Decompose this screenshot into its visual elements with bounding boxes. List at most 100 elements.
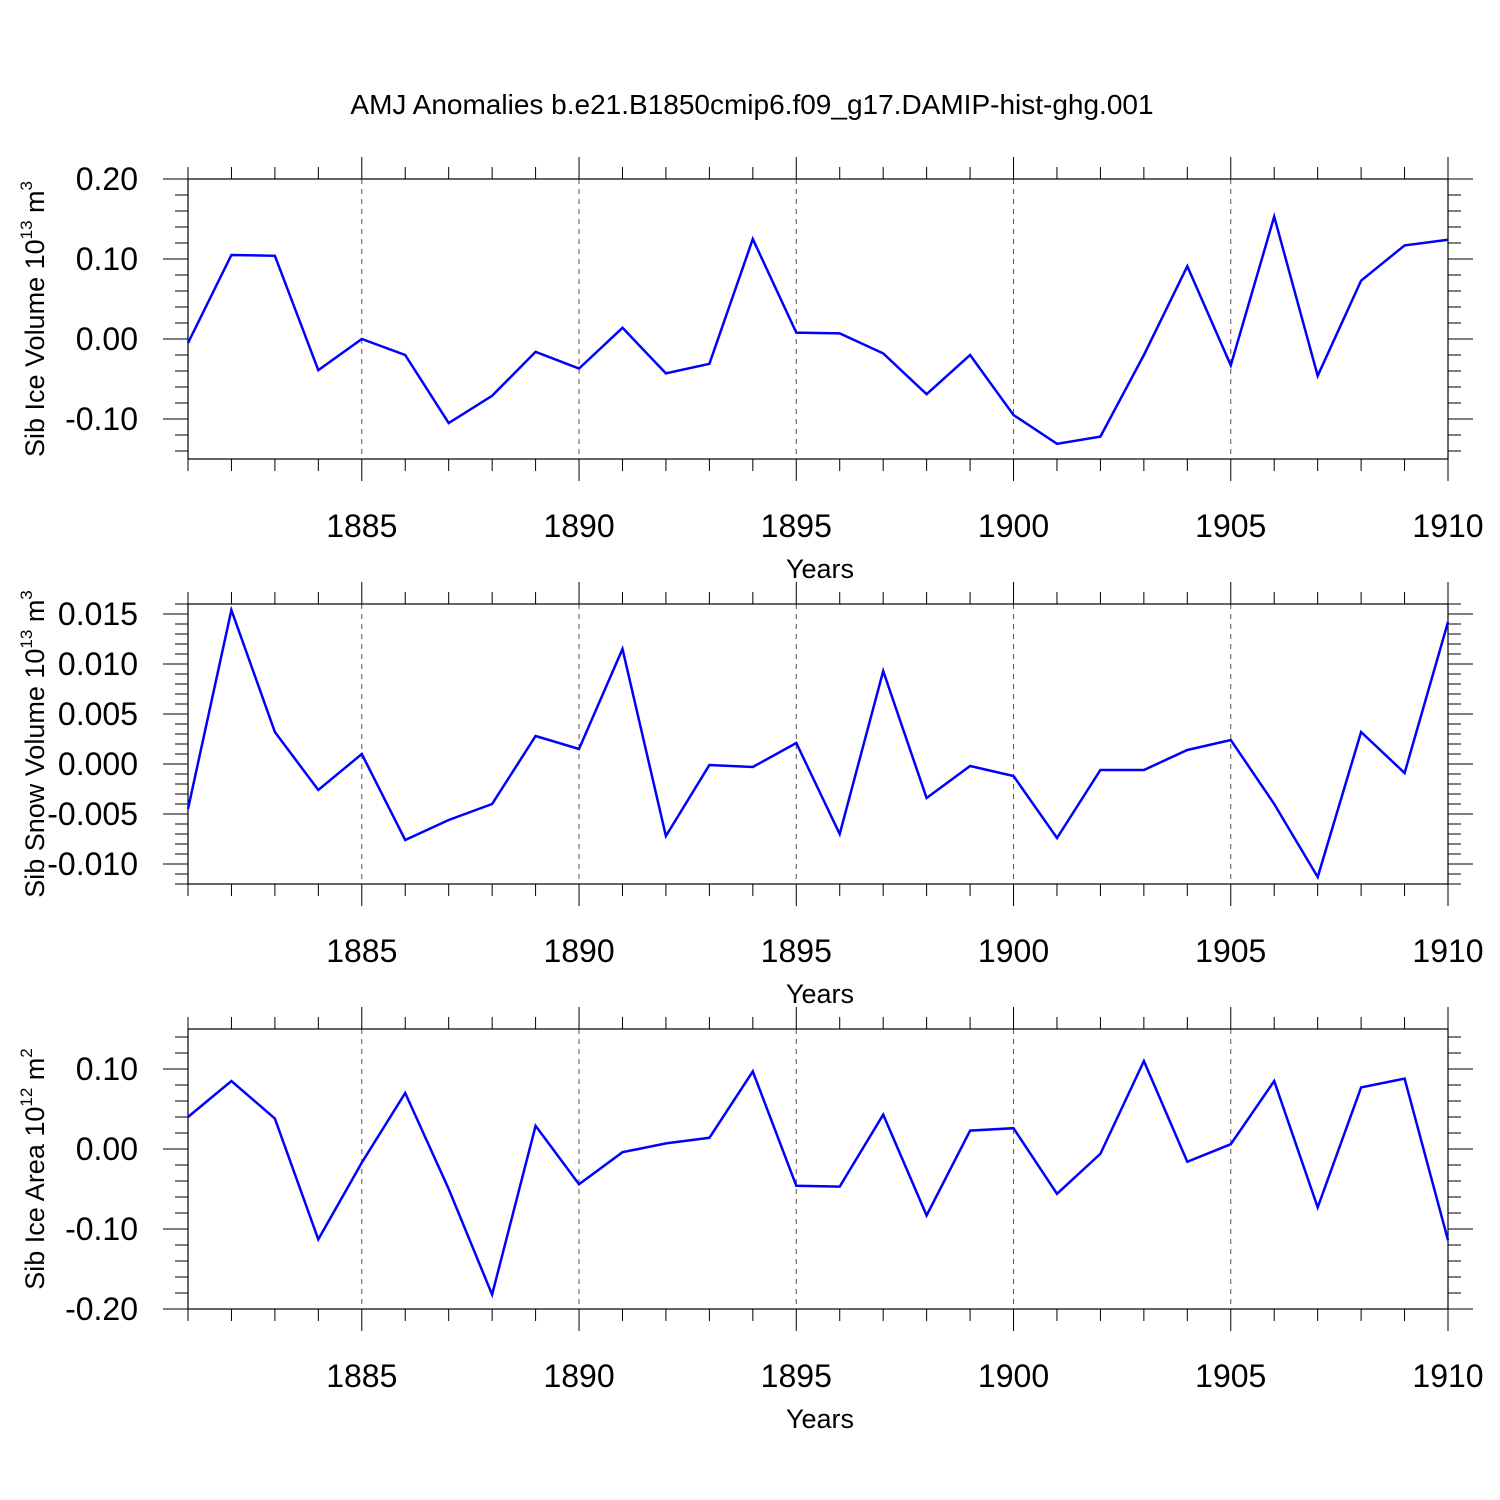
data-point-1905 [1229,363,1233,367]
data-point-1898 [925,392,929,396]
data-point-1897 [881,351,885,355]
y-tick-label: -0.10 [65,401,138,437]
data-point-1885 [360,1161,364,1165]
data-point-1887 [447,421,451,425]
x-tick-label: 1910 [1412,933,1483,969]
data-point-1900 [1012,1126,1016,1130]
data-point-1909 [1403,771,1407,775]
data-point-1884 [316,368,320,372]
plot-frame [187,603,1449,885]
y-tick-label: 0.10 [76,241,138,277]
series-line [186,212,1449,446]
figure-title: AMJ Anomalies b.e21.B1850cmip6.f09_g17.D… [350,89,1153,120]
data-point-1891 [620,647,624,651]
data-point-1888 [490,1293,494,1297]
x-tick-label: 1895 [761,508,832,544]
x-tick-label: 1885 [326,508,397,544]
data-point-1889 [534,734,538,738]
data-point-1882 [229,608,233,612]
y-tick-label: 0.00 [76,321,138,357]
data-point-1907 [1316,875,1320,879]
data-point-1894 [751,765,755,769]
data-point-1884 [316,1237,320,1241]
y-tick-label: 0.10 [76,1051,138,1087]
data-point-1893 [707,1136,711,1140]
y-tick-label: 0.00 [76,1131,138,1167]
data-point-1885 [360,752,364,756]
data-point-1909 [1403,243,1407,247]
chart-panel-1: -0.10 0.00 0.10 0.20 1885 1890 1895 1900 1905 191… [17,157,1484,584]
y-tick-label: -0.20 [65,1291,138,1327]
data-point-1886 [403,1091,407,1095]
data-point-1881 [186,341,190,345]
data-point-1889 [534,1124,538,1128]
data-point-1896 [838,1185,842,1189]
y-tick-label: -0.005 [47,796,138,832]
x-tick-label: 1905 [1195,933,1266,969]
data-point-1906 [1272,802,1276,806]
plot-frame [187,1028,1449,1310]
x-tick-label: 1885 [326,1358,397,1394]
data-point-1908 [1359,1085,1363,1089]
x-tick-label: 1910 [1412,508,1483,544]
data-point-1897 [881,669,885,673]
x-tick-label: 1900 [978,933,1049,969]
x-tick-label: 1910 [1412,1358,1483,1394]
data-point-1888 [490,394,494,398]
data-point-1900 [1012,413,1016,417]
x-tick-label: 1890 [543,508,614,544]
y-tick-label: 0.20 [76,161,138,197]
x-tick-label: 1905 [1195,1358,1266,1394]
data-point-1885 [360,337,364,341]
panels: -0.10 0.00 0.10 0.20 1885 1890 1895 1900 1905 191… [17,157,1484,1434]
x-tick-label: 1900 [978,1358,1049,1394]
x-tick-label: 1890 [543,1358,614,1394]
x-tick-label: 1895 [761,933,832,969]
data-point-1903 [1142,353,1146,357]
series-line [186,605,1450,881]
y-axis-label: Sib Snow Volume 1013 m3 [17,590,50,898]
data-point-1896 [838,331,842,335]
data-point-1908 [1359,730,1363,734]
data-point-1894 [751,237,755,241]
data-point-1881 [186,1115,190,1119]
data-point-1892 [664,834,668,838]
data-point-1882 [229,253,233,257]
data-point-1904 [1185,264,1189,268]
data-point-1904 [1185,1160,1189,1164]
series-line [187,1057,1450,1299]
data-point-1901 [1055,442,1059,446]
data-point-1905 [1229,1142,1233,1146]
data-point-1903 [1142,768,1146,772]
data-point-1904 [1185,748,1189,752]
data-point-1883 [273,254,277,258]
data-point-1899 [968,764,972,768]
x-axis-label: Years [786,979,854,1009]
data-point-1886 [403,838,407,842]
x-axis-label: Years [786,554,854,584]
data-point-1908 [1359,279,1363,283]
data-point-1896 [838,832,842,836]
data-point-1902 [1098,768,1102,772]
data-point-1910 [1446,238,1450,242]
data-point-1895 [794,331,798,335]
data-point-1890 [577,367,581,371]
x-tick-label: 1890 [543,933,614,969]
chart-panel-3: -0.20 -0.10 0.00 0.10 1885 1890 1895 1900 1905 19… [17,1007,1484,1434]
data-point-1888 [490,802,494,806]
data-point-1900 [1012,774,1016,778]
data-point-1902 [1098,435,1102,439]
x-tick-label: 1905 [1195,508,1266,544]
data-point-1898 [925,1213,929,1217]
y-tick-label: -0.10 [65,1211,138,1247]
data-point-1887 [447,1187,451,1191]
data-point-1882 [229,1079,233,1083]
data-point-1890 [577,1182,581,1186]
data-point-1909 [1403,1077,1407,1081]
data-point-1883 [273,1117,277,1121]
data-point-1902 [1098,1152,1102,1156]
data-point-1893 [707,362,711,366]
y-tick-label: 0.000 [58,746,138,782]
data-point-1887 [447,818,451,822]
x-axis-label: Years [786,1404,854,1434]
